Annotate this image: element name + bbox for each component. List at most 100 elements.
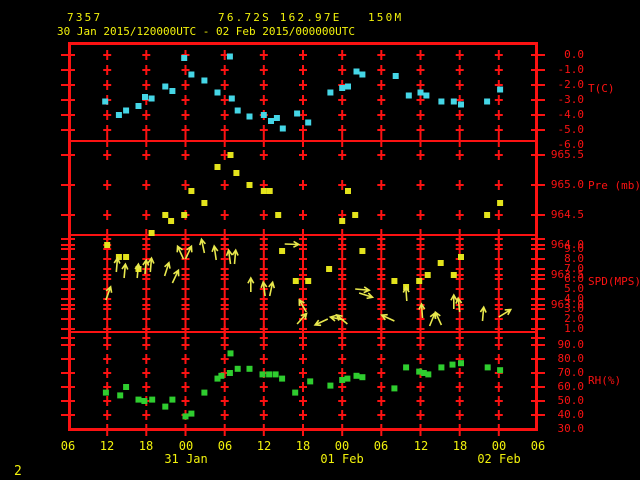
y-tick-label: -1.0 bbox=[557, 63, 585, 76]
pres-point bbox=[450, 272, 457, 278]
rh-point bbox=[339, 377, 346, 383]
pres-point bbox=[279, 248, 286, 254]
x-tick-label: 12 bbox=[413, 439, 429, 453]
pres-point bbox=[339, 218, 346, 224]
pres-point bbox=[104, 242, 111, 248]
temp-point bbox=[260, 112, 267, 118]
wind-arrow bbox=[358, 292, 375, 300]
wind-arrow bbox=[313, 318, 329, 327]
pres-point bbox=[275, 212, 282, 218]
temp-point bbox=[201, 77, 208, 84]
x-tick-label: 18 bbox=[138, 439, 154, 453]
rh-point bbox=[246, 365, 253, 372]
pres-point bbox=[424, 272, 431, 278]
rh-point bbox=[141, 398, 148, 404]
rh-point bbox=[227, 350, 234, 357]
y-tick-label: 963.5 bbox=[550, 268, 584, 281]
y-tick-label: -4.0 bbox=[557, 108, 585, 121]
pres-point bbox=[123, 254, 130, 260]
pres-point bbox=[214, 164, 221, 170]
pres-point bbox=[148, 230, 155, 236]
y-tick-label: 965.0 bbox=[550, 178, 584, 191]
temp-point bbox=[115, 112, 122, 118]
wind-arrow bbox=[434, 310, 443, 326]
station-location: 76.72S 162.97E 150M bbox=[218, 11, 404, 24]
y-tick-label: 50.0 bbox=[557, 394, 585, 407]
rh-point bbox=[353, 372, 360, 379]
wind-arrow bbox=[163, 261, 171, 277]
x-tick-label: 00 bbox=[178, 439, 194, 453]
x-tick-label: 06 bbox=[373, 439, 389, 453]
temp-point bbox=[345, 83, 351, 90]
wind-arrow bbox=[298, 298, 307, 313]
rh-point bbox=[449, 361, 456, 368]
pres-point bbox=[326, 266, 333, 272]
y-tick-label: 3.0 bbox=[564, 302, 584, 315]
panel-title-pres: Pre (mb) bbox=[588, 179, 640, 192]
wind-arrow bbox=[199, 237, 207, 254]
temp-point bbox=[359, 71, 366, 78]
wind-arrow bbox=[121, 262, 129, 279]
wind-arrow bbox=[268, 280, 276, 297]
x-tick-label: 00 bbox=[491, 439, 507, 453]
pres-point bbox=[233, 170, 240, 176]
rh-point bbox=[438, 364, 445, 371]
wind-arrow bbox=[479, 305, 487, 322]
plot-border bbox=[68, 42, 538, 431]
rh-point bbox=[266, 371, 273, 378]
date-label: 31 Jan bbox=[164, 452, 208, 466]
y-tick-label: 40.0 bbox=[557, 408, 585, 421]
rh-point bbox=[123, 384, 130, 390]
wind-arrow bbox=[211, 244, 219, 261]
date-label: 01 Feb bbox=[320, 452, 364, 466]
rh-series bbox=[102, 350, 504, 420]
temp-point bbox=[405, 92, 412, 99]
wind-arrow bbox=[225, 248, 233, 265]
rh-point bbox=[458, 360, 464, 367]
pres-point bbox=[201, 200, 208, 206]
y-tick-label: 30.0 bbox=[557, 422, 585, 435]
temp-point bbox=[268, 118, 274, 124]
pres-point bbox=[484, 212, 491, 218]
temp-point bbox=[148, 95, 155, 102]
rh-point bbox=[149, 396, 156, 403]
wind-arrow bbox=[105, 285, 113, 301]
temp-point bbox=[142, 94, 148, 100]
x-tick-label: 12 bbox=[99, 439, 115, 453]
y-tick-label: 964.5 bbox=[550, 208, 584, 221]
y-tick-label: 1.0 bbox=[564, 322, 584, 335]
wind-arrow bbox=[418, 302, 426, 319]
pres-point bbox=[162, 212, 169, 218]
rh-point bbox=[327, 382, 334, 389]
rh-point bbox=[169, 396, 176, 403]
temp-point bbox=[423, 92, 430, 99]
temp-point bbox=[294, 110, 301, 117]
wind-arrow bbox=[380, 313, 395, 322]
x-tick-label: 06 bbox=[60, 439, 76, 453]
y-tick-label: -3.0 bbox=[557, 93, 585, 106]
rh-point bbox=[272, 371, 279, 378]
pres-point bbox=[266, 188, 273, 194]
temp-point bbox=[273, 115, 280, 121]
wind-arrow bbox=[134, 262, 142, 279]
pres-point bbox=[168, 218, 175, 224]
x-tick-label: 06 bbox=[530, 439, 546, 453]
temp-point bbox=[123, 107, 130, 114]
pres-point bbox=[260, 188, 267, 194]
date-label: 02 Feb bbox=[477, 452, 521, 466]
station-id: 7357 bbox=[67, 11, 103, 24]
pres-point bbox=[292, 278, 299, 284]
y-tick-label: 7.0 bbox=[564, 262, 584, 275]
temp-point bbox=[102, 98, 109, 105]
wind-series bbox=[105, 237, 513, 327]
pres-point bbox=[352, 212, 359, 218]
wind-arrow bbox=[455, 296, 463, 313]
x-tick-label: 18 bbox=[295, 439, 311, 453]
wind-arrow bbox=[335, 313, 348, 325]
wind-arrow bbox=[176, 244, 185, 260]
temp-point bbox=[305, 119, 312, 126]
x-tick-label: 12 bbox=[256, 439, 272, 453]
wind-arrow bbox=[284, 240, 301, 248]
temp-point bbox=[226, 53, 233, 60]
temp-point bbox=[188, 71, 195, 78]
